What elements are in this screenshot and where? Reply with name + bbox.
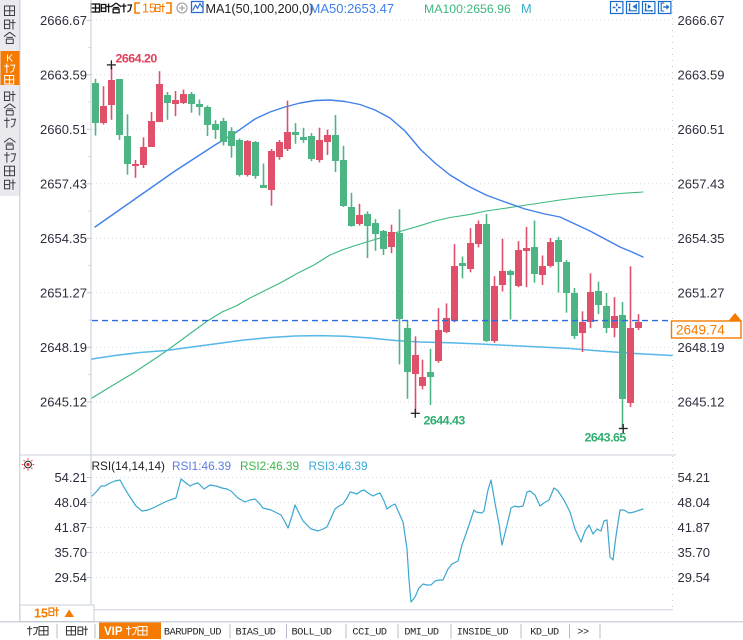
svg-text:RSI2:46.39: RSI2:46.39	[240, 459, 299, 473]
svg-text:2648.19: 2648.19	[40, 340, 87, 355]
svg-text:41.87: 41.87	[54, 520, 87, 535]
svg-text:2666.67: 2666.67	[678, 13, 725, 28]
svg-text:2654.35: 2654.35	[678, 231, 725, 246]
svg-text:48.04: 48.04	[54, 495, 87, 510]
svg-text:2649.74: 2649.74	[676, 323, 725, 338]
svg-text:2664.20: 2664.20	[116, 52, 158, 66]
svg-text:MA50:2653.47: MA50:2653.47	[310, 1, 395, 16]
svg-text:2651.27: 2651.27	[40, 285, 87, 300]
svg-text:35.70: 35.70	[678, 545, 711, 560]
svg-text:2660.51: 2660.51	[678, 122, 725, 137]
svg-text:DMI_UD: DMI_UD	[404, 628, 439, 639]
svg-text:48.04: 48.04	[678, 495, 711, 510]
svg-text:RSI(14,14,14): RSI(14,14,14)	[92, 459, 166, 473]
svg-text:2648.19: 2648.19	[678, 340, 725, 355]
svg-text:INSIDE_UD: INSIDE_UD	[457, 628, 509, 639]
svg-text:M: M	[521, 1, 532, 16]
svg-text:CCI_UD: CCI_UD	[352, 628, 387, 639]
svg-text:2651.27: 2651.27	[678, 285, 725, 300]
svg-text:2645.12: 2645.12	[678, 394, 725, 409]
svg-text:2645.12: 2645.12	[40, 394, 87, 409]
svg-text:>>: >>	[577, 628, 589, 639]
svg-text:BIAS_UD: BIAS_UD	[236, 628, 276, 639]
svg-text:2663.59: 2663.59	[678, 67, 725, 82]
svg-text:2643.65: 2643.65	[585, 431, 627, 445]
svg-text:15: 15	[34, 607, 48, 621]
svg-text:RSI3:46.39: RSI3:46.39	[309, 459, 368, 473]
svg-text:15: 15	[142, 2, 156, 16]
svg-text:2657.43: 2657.43	[678, 176, 725, 191]
svg-text:41.87: 41.87	[678, 520, 711, 535]
svg-text:2663.59: 2663.59	[40, 67, 87, 82]
svg-text:29.54: 29.54	[678, 570, 711, 585]
svg-text:35.70: 35.70	[54, 545, 87, 560]
svg-text:K: K	[6, 53, 13, 65]
svg-text:2644.43: 2644.43	[424, 414, 466, 428]
svg-text:2657.43: 2657.43	[40, 176, 87, 191]
svg-text:54.21: 54.21	[54, 470, 87, 485]
svg-text:RSI1:46.39: RSI1:46.39	[172, 459, 231, 473]
svg-text:KD_UD: KD_UD	[530, 628, 559, 639]
svg-text:2666.67: 2666.67	[40, 13, 87, 28]
svg-text:2660.51: 2660.51	[40, 122, 87, 137]
svg-text:MA100:2656.96: MA100:2656.96	[424, 2, 511, 16]
svg-text:BOLL_UD: BOLL_UD	[292, 628, 332, 639]
svg-text:2654.35: 2654.35	[40, 231, 87, 246]
svg-text:BARUPDN_UD: BARUPDN_UD	[164, 628, 221, 639]
svg-text:29.54: 29.54	[54, 570, 87, 585]
svg-text:54.21: 54.21	[678, 470, 711, 485]
svg-text:VIP: VIP	[104, 626, 123, 638]
svg-text:MA1(50,100,200,0): MA1(50,100,200,0)	[206, 2, 314, 16]
